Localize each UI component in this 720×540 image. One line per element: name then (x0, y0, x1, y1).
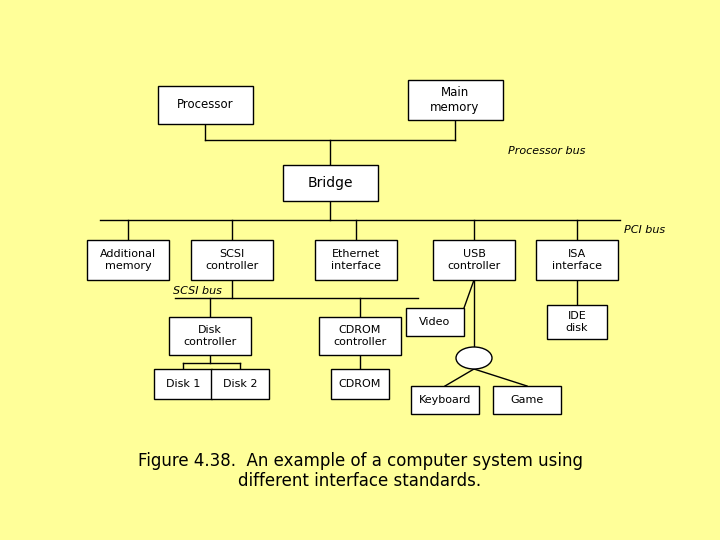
Text: CDROM: CDROM (339, 379, 381, 389)
Text: Bridge: Bridge (307, 176, 353, 190)
FancyBboxPatch shape (406, 308, 464, 336)
FancyBboxPatch shape (493, 386, 561, 414)
Text: ISA
interface: ISA interface (552, 249, 602, 271)
FancyBboxPatch shape (547, 305, 607, 339)
Text: SCSI bus: SCSI bus (173, 286, 222, 296)
Text: different interface standards.: different interface standards. (238, 472, 482, 490)
FancyBboxPatch shape (211, 369, 269, 399)
Text: CDROM
controller: CDROM controller (333, 325, 387, 347)
Text: Main
memory: Main memory (431, 86, 480, 114)
Text: IDE
disk: IDE disk (566, 311, 588, 333)
Ellipse shape (456, 347, 492, 369)
Text: Game: Game (510, 395, 544, 405)
Text: Figure 4.38.  An example of a computer system using: Figure 4.38. An example of a computer sy… (138, 452, 582, 470)
Text: Additional
memory: Additional memory (100, 249, 156, 271)
FancyBboxPatch shape (331, 369, 389, 399)
Text: Disk
controller: Disk controller (184, 325, 237, 347)
FancyBboxPatch shape (315, 240, 397, 280)
FancyBboxPatch shape (433, 240, 515, 280)
Text: Keyboard: Keyboard (419, 395, 471, 405)
Text: Processor: Processor (176, 98, 233, 111)
FancyBboxPatch shape (169, 317, 251, 355)
Text: Ethernet
interface: Ethernet interface (331, 249, 381, 271)
FancyBboxPatch shape (87, 240, 169, 280)
FancyBboxPatch shape (154, 369, 212, 399)
FancyBboxPatch shape (408, 80, 503, 120)
Text: SCSI
controller: SCSI controller (205, 249, 258, 271)
FancyBboxPatch shape (191, 240, 273, 280)
Text: Disk 1: Disk 1 (166, 379, 200, 389)
Text: Disk 2: Disk 2 (222, 379, 257, 389)
FancyBboxPatch shape (158, 86, 253, 124)
FancyBboxPatch shape (411, 386, 479, 414)
Text: Video: Video (419, 317, 451, 327)
Text: Processor bus: Processor bus (508, 146, 586, 156)
FancyBboxPatch shape (282, 165, 377, 201)
FancyBboxPatch shape (319, 317, 401, 355)
FancyBboxPatch shape (536, 240, 618, 280)
Text: USB
controller: USB controller (447, 249, 500, 271)
Text: PCI bus: PCI bus (624, 225, 665, 235)
